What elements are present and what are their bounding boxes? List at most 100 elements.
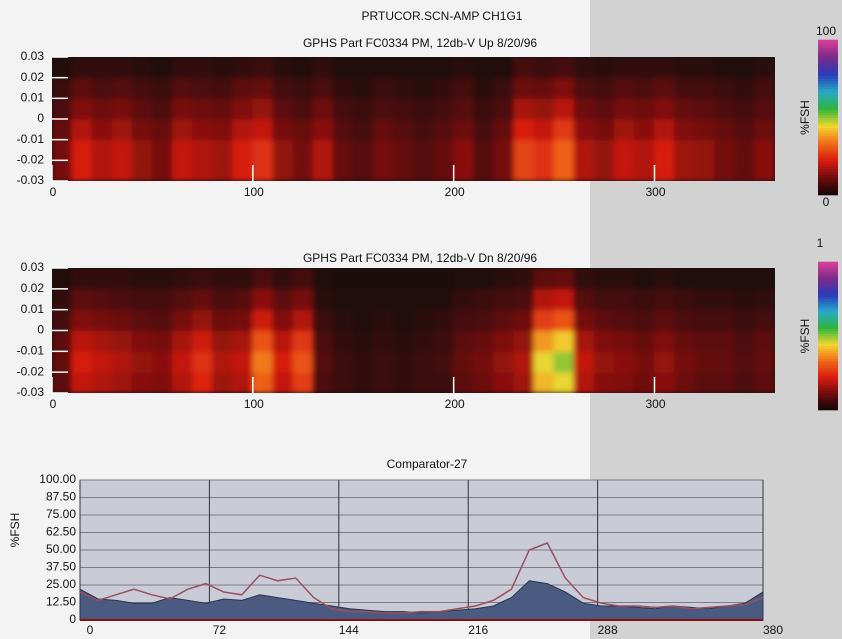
heatmap-cell xyxy=(694,57,716,79)
heatmap-cell xyxy=(272,309,294,331)
heatmap-cell xyxy=(292,139,314,161)
heatmap-cell xyxy=(372,371,394,393)
heatmap-cell xyxy=(413,118,435,141)
heatmap-cell xyxy=(71,288,93,311)
heatmap-cell xyxy=(573,371,595,393)
heatmap-cell xyxy=(493,268,515,290)
heatmap-cell xyxy=(633,350,655,373)
heatmap-cell xyxy=(754,97,775,120)
heatmap-cell xyxy=(674,118,696,141)
heatmap-blur xyxy=(52,57,775,181)
heatmap-cell xyxy=(272,97,294,120)
heatmap-cell xyxy=(573,77,595,99)
colorbar-swatch xyxy=(818,271,838,275)
heatmap-cell xyxy=(272,118,294,141)
x-tick-label: 200 xyxy=(445,397,465,411)
heatmap-cell xyxy=(312,77,334,99)
heatmap-cell xyxy=(52,288,73,311)
heatmap-cell xyxy=(613,330,635,352)
heatmap-cell xyxy=(533,118,555,141)
heatmap-cell xyxy=(111,118,133,141)
y-tick-label: -0.02 xyxy=(17,364,45,378)
heatmap-cell xyxy=(71,350,93,373)
heatmap-cell xyxy=(654,268,676,290)
heatmap-cell xyxy=(694,268,716,290)
colorbar-swatch xyxy=(818,266,838,270)
heatmap-cell xyxy=(513,159,535,181)
heatmap-cell xyxy=(91,57,113,79)
heatmap-cell xyxy=(352,57,374,79)
heatmap-cell xyxy=(734,288,756,311)
heatmap-cell xyxy=(593,97,615,120)
heatmap-cell xyxy=(433,330,455,352)
heatmap-cell xyxy=(573,118,595,141)
heatmap-cell xyxy=(674,350,696,373)
y-tick-label: 100.00 xyxy=(39,472,76,486)
heatmap-cell xyxy=(372,268,394,290)
heatmap-cell xyxy=(332,97,354,120)
colorbar-swatch xyxy=(818,137,838,142)
heatmap-cell xyxy=(433,57,455,79)
heatmap-cell xyxy=(573,159,595,181)
heatmap-cell xyxy=(232,77,254,99)
heatmap-cell xyxy=(192,350,214,373)
heatmap-cell xyxy=(533,57,555,79)
heatmap-cell xyxy=(352,330,374,352)
y-tick-label: 87.50 xyxy=(46,490,76,504)
heatmap-cell xyxy=(513,371,535,393)
heatmap-cell xyxy=(151,309,173,331)
heatmap-cell xyxy=(272,77,294,99)
x-tick-label: 72 xyxy=(213,623,227,637)
colorbar-swatch xyxy=(818,333,838,337)
colorbar-swatch xyxy=(818,389,838,394)
colorbar-swatch xyxy=(818,367,838,371)
heatmap-cell xyxy=(212,309,234,331)
heatmap-cell xyxy=(754,57,775,79)
heatmap-cell xyxy=(754,268,775,290)
heatmap-cell xyxy=(392,309,414,331)
heatmap-cell xyxy=(111,350,133,373)
colorbar-swatch xyxy=(818,189,838,193)
colorbar-swatch xyxy=(818,52,838,56)
colorbar-swatch xyxy=(818,399,838,403)
colorbar-swatch xyxy=(818,181,838,185)
colorbar-swatch xyxy=(818,298,838,302)
heatmap-cell xyxy=(71,330,93,352)
colorbar-swatch xyxy=(818,47,838,51)
heatmap-cell xyxy=(553,118,575,141)
heatmap-cell xyxy=(332,77,354,99)
heatmap-cell xyxy=(131,139,153,161)
heatmap-cell xyxy=(332,330,354,352)
heatmap-cell xyxy=(513,118,535,141)
colorbar-swatch xyxy=(818,44,838,49)
heatmap-cell xyxy=(453,118,475,141)
heatmap-cell xyxy=(392,159,414,181)
colorbar-swatch xyxy=(818,124,838,129)
heatmap-cell xyxy=(151,118,173,141)
heatmap-cell xyxy=(453,371,475,393)
heatmap-cell xyxy=(734,350,756,373)
colorbar-swatch xyxy=(818,343,838,347)
heatmap-cell xyxy=(734,159,756,181)
heatmap-cell xyxy=(593,268,615,290)
heatmap-cell xyxy=(513,139,535,161)
heatmap-cell xyxy=(131,118,153,141)
heatmap-cell xyxy=(292,77,314,99)
heatmap-cell xyxy=(473,330,495,352)
colorbar-swatch xyxy=(818,96,838,100)
heatmap-cell xyxy=(252,118,274,141)
heatmap-cell xyxy=(754,350,775,373)
heatmap-cell xyxy=(613,57,635,79)
heatmap-cell xyxy=(52,159,73,181)
heatmap-cell xyxy=(513,309,535,331)
heatmap-cell xyxy=(714,268,736,290)
heatmap-cell xyxy=(372,139,394,161)
colorbar-swatch xyxy=(818,57,838,61)
heatmap-cell xyxy=(553,371,575,393)
colorbar-swatch xyxy=(818,352,838,357)
heatmap-cell xyxy=(453,288,475,311)
heatmap-cell xyxy=(372,309,394,331)
heatmap-cell xyxy=(633,159,655,181)
heatmap-cell xyxy=(232,371,254,393)
